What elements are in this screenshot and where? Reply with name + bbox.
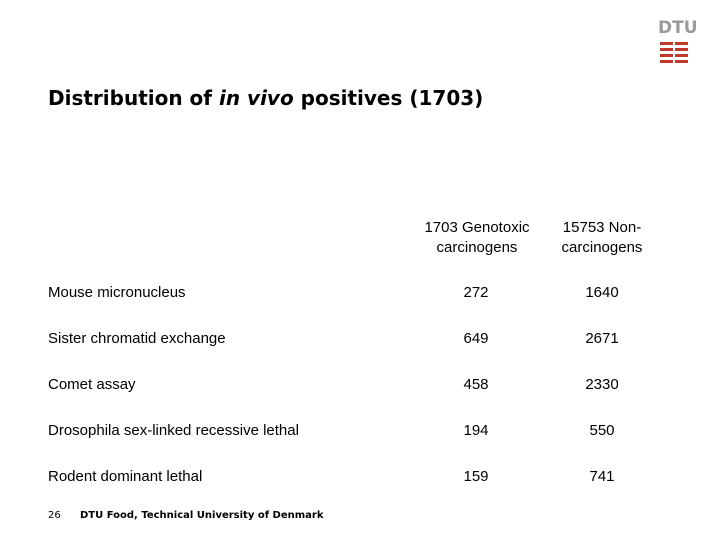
title-after: positives (1703) [293,86,484,110]
table-row: Sister chromatid exchange 649 2671 [0,330,720,352]
non-carcinogen-value: 741 [589,468,615,485]
table-row: Drosophila sex-linked recessive lethal 1… [0,422,720,444]
non-carcinogen-value: 2330 [585,376,619,393]
column-header-non-line1: 15753 Non- [562,219,642,236]
non-carcinogen-value: 1640 [585,284,619,301]
dtu-logo: DTU [658,18,698,66]
row-label: Comet assay [48,376,136,393]
page-number: 26 [48,510,61,521]
column-header-genotoxic-line2: carcinogens [436,239,518,256]
row-label: Sister chromatid exchange [48,330,226,347]
non-carcinogen-value: 550 [589,422,615,439]
genotoxic-value: 458 [463,376,489,393]
row-label: Drosophila sex-linked recessive lethal [48,422,299,439]
genotoxic-value: 194 [463,422,489,439]
table-row: Comet assay 458 2330 [0,376,720,398]
column-header-non-carcinogens: 15753 Non- carcinogens [548,218,656,258]
table-row: Rodent dominant lethal 159 741 [0,468,720,490]
genotoxic-value: 272 [463,284,489,301]
row-label: Mouse micronucleus [48,284,186,301]
column-header-genotoxic: 1703 Genotoxic carcinogens [412,218,542,258]
title-before: Distribution of [48,86,219,110]
footer-text: DTU Food, Technical University of Denmar… [80,510,324,521]
title-italic: in vivo [218,86,294,110]
column-header-genotoxic-line1: 1703 Genotoxic [424,219,530,236]
genotoxic-value: 649 [463,330,489,347]
page-title: Distribution of in vivo positives (1703) [48,86,483,110]
column-header-non-line2: carcinogens [561,239,643,256]
genotoxic-value: 159 [463,468,489,485]
dtu-logo-mark-icon [660,42,688,63]
table-row: Mouse micronucleus 272 1640 [0,284,720,306]
row-label: Rodent dominant lethal [48,468,203,485]
non-carcinogen-value: 2671 [585,330,619,347]
logo-text: DTU [658,18,698,38]
